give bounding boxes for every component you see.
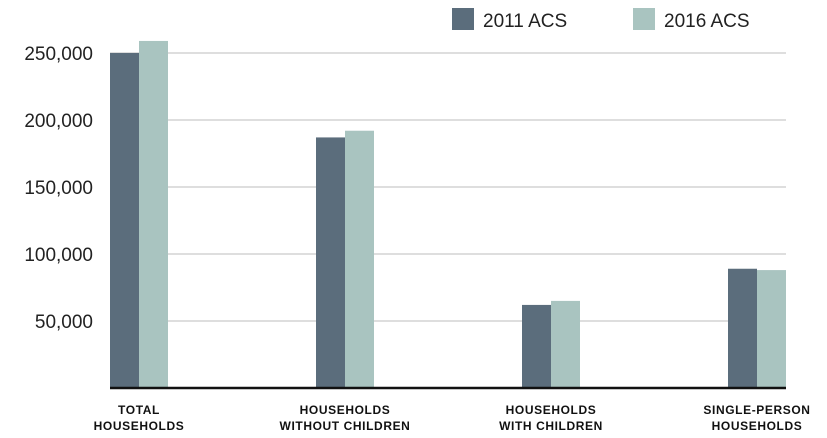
y-tick-label: 100,000 bbox=[24, 245, 93, 266]
bar bbox=[316, 137, 345, 388]
bar bbox=[139, 40, 168, 388]
legend-swatch bbox=[452, 8, 474, 30]
x-category-label: WITHOUT CHILDREN bbox=[280, 419, 411, 433]
legend-label: 2011 ACS bbox=[483, 11, 567, 32]
y-tick-label: 50,000 bbox=[35, 312, 93, 333]
y-axis-tick-labels: 50,000 100,000 150,000 200,000 250,000 bbox=[24, 44, 93, 333]
bar bbox=[757, 270, 786, 388]
x-category-label: WITH CHILDREN bbox=[499, 419, 603, 433]
y-tick-label: 250,000 bbox=[24, 44, 93, 65]
legend-swatch bbox=[633, 8, 655, 30]
bar bbox=[522, 304, 551, 388]
gridlines bbox=[110, 52, 786, 322]
y-tick-label: 200,000 bbox=[24, 111, 93, 132]
x-axis-category-labels: TOTAL HOUSEHOLDS HOUSEHOLDS WITHOUT CHILDRE… bbox=[94, 403, 810, 433]
y-tick-label: 150,000 bbox=[24, 178, 93, 199]
bars bbox=[110, 40, 786, 388]
x-category-label: HOUSEHOLDS bbox=[300, 403, 391, 417]
x-category-label: HOUSEHOLDS bbox=[712, 419, 803, 433]
x-category-label: HOUSEHOLDS bbox=[94, 419, 185, 433]
legend: 2011 ACS 2016 ACS bbox=[452, 8, 750, 32]
bar bbox=[345, 130, 374, 388]
legend-label: 2016 ACS bbox=[664, 11, 750, 32]
bar bbox=[110, 53, 139, 388]
bar bbox=[551, 300, 580, 388]
x-category-label: HOUSEHOLDS bbox=[506, 403, 597, 417]
x-category-label: SINGLE-PERSON bbox=[703, 403, 810, 417]
bar bbox=[728, 268, 757, 388]
x-category-label: TOTAL bbox=[118, 403, 160, 417]
